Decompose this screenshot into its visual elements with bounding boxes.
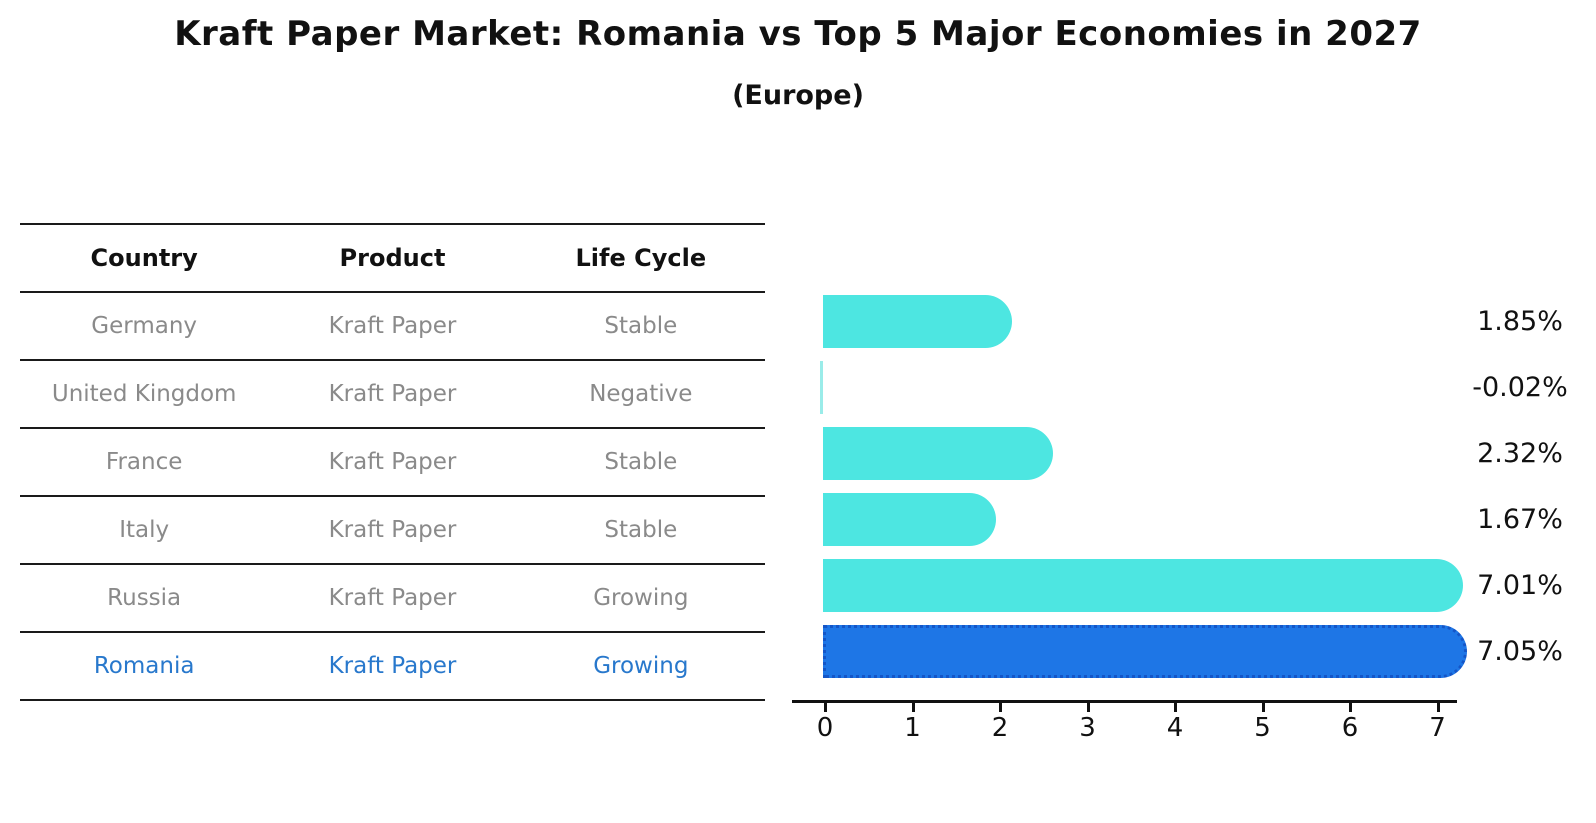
table-row: Russia Kraft Paper Growing xyxy=(20,563,765,631)
x-tick-label: 1 xyxy=(904,713,921,743)
x-tick-label: 5 xyxy=(1254,713,1271,743)
bar-united-kingdom xyxy=(820,361,823,414)
cell-country: Romania xyxy=(93,653,195,679)
cell-country: Germany xyxy=(91,313,198,339)
chart-subtitle: (Europe) xyxy=(732,80,864,111)
cell-product: Kraft Paper xyxy=(328,585,457,611)
cell-country: Russia xyxy=(107,585,182,611)
column-header-country: Country xyxy=(90,244,198,272)
cell-lifecycle: Stable xyxy=(604,449,678,475)
table-rows: Germany Kraft Paper Stable United Kingdom Kr… xyxy=(20,291,765,701)
cell-lifecycle: Growing xyxy=(593,585,689,611)
x-tick-label: 2 xyxy=(991,713,1009,743)
cell-product: Kraft Paper xyxy=(328,653,457,679)
column-header-product: Product xyxy=(339,244,446,272)
country-table: Country Product Life Cycle Germany Kraft … xyxy=(20,223,765,701)
x-tick-label: 4 xyxy=(1166,713,1184,743)
x-axis-line xyxy=(792,700,1457,703)
x-tick-mark xyxy=(911,703,915,712)
x-tick-mark xyxy=(1174,703,1177,712)
x-tick-mark xyxy=(824,703,827,712)
bar-germany xyxy=(823,295,1012,348)
bar-italy xyxy=(823,493,996,546)
cell-lifecycle: Stable xyxy=(604,517,678,543)
table-row: Romania Kraft Paper Growing xyxy=(20,631,765,701)
x-tick-label: 7 xyxy=(1429,713,1446,743)
bar-romania xyxy=(823,625,1467,678)
x-tick-mark xyxy=(1436,703,1440,712)
cell-lifecycle: Stable xyxy=(604,313,678,339)
value-label: 1.85% xyxy=(1477,306,1563,337)
bar-russia xyxy=(823,559,1463,612)
cell-country: Italy xyxy=(119,517,170,543)
bar-france xyxy=(823,427,1053,480)
value-label: 7.01% xyxy=(1477,570,1563,601)
cell-product: Kraft Paper xyxy=(328,313,457,339)
x-tick-mark xyxy=(1086,703,1090,712)
cell-lifecycle: Negative xyxy=(589,381,693,407)
table-row: United Kingdom Kraft Paper Negative xyxy=(20,359,765,427)
column-header-lifecycle: Life Cycle xyxy=(575,244,707,272)
cell-country: France xyxy=(105,449,183,475)
value-label: 2.32% xyxy=(1477,438,1563,469)
table-row: Italy Kraft Paper Stable xyxy=(20,495,765,563)
cell-product: Kraft Paper xyxy=(328,381,457,407)
value-label: 7.05% xyxy=(1477,636,1563,667)
x-tick-mark xyxy=(999,703,1002,712)
table-header-row: Country Product Life Cycle xyxy=(20,223,765,291)
cell-product: Kraft Paper xyxy=(328,517,457,543)
table-row: France Kraft Paper Stable xyxy=(20,427,765,495)
chart-title: Kraft Paper Market: Romania vs Top 5 Maj… xyxy=(174,14,1422,54)
value-label: -0.02% xyxy=(1472,372,1568,403)
table-row: Germany Kraft Paper Stable xyxy=(20,291,765,359)
x-tick-mark xyxy=(1349,703,1352,712)
value-label: 1.67% xyxy=(1477,504,1563,535)
cell-lifecycle: Growing xyxy=(593,653,689,679)
x-tick-label: 0 xyxy=(816,713,834,743)
x-tick-label: 3 xyxy=(1079,713,1096,743)
x-tick-label: 6 xyxy=(1341,713,1359,743)
cell-product: Kraft Paper xyxy=(328,449,457,475)
cell-country: United Kingdom xyxy=(51,381,237,407)
x-tick-mark xyxy=(1261,703,1265,712)
